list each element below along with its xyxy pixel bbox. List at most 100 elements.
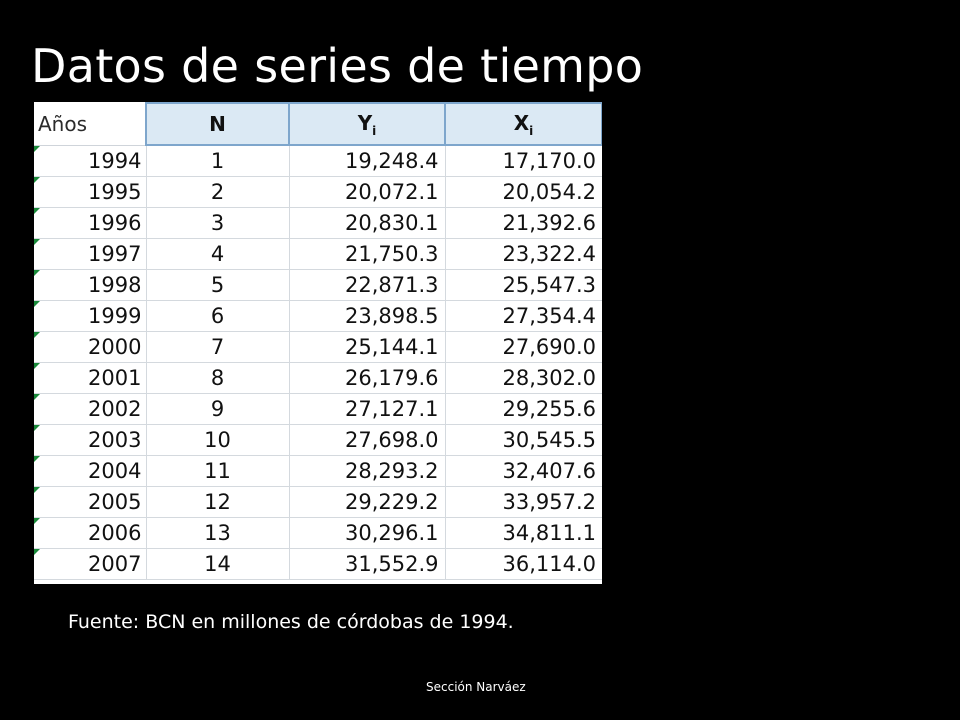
y-value-cell-text: 20,072.1 xyxy=(344,180,439,204)
table-row: 1997 4 21,750.3 23,322.4 xyxy=(34,238,602,270)
table-row: 1996 3 20,830.1 21,392.6 xyxy=(34,207,602,239)
n-cell: 12 xyxy=(146,486,290,518)
y-value-cell: 30,296.1 xyxy=(289,517,446,549)
x-value-cell: 32,407.6 xyxy=(445,455,602,487)
y-value-cell-text: 20,830.1 xyxy=(344,211,439,235)
table-header-row: Años N Yi Xi xyxy=(34,102,602,146)
x-value-cell: 25,547.3 xyxy=(445,269,602,301)
year-cell-text: 2003 xyxy=(88,428,142,452)
year-cell-text: 1997 xyxy=(88,242,142,266)
header-years: Años xyxy=(34,103,147,146)
error-flag-icon xyxy=(34,425,40,431)
data-table-image: Años N Yi Xi 1994 1 19,248.4 17,170.0 1995 2 2… xyxy=(34,102,602,584)
y-value-cell: 25,144.1 xyxy=(289,331,446,363)
year-cell-text: 1996 xyxy=(88,211,142,235)
y-value-cell: 21,750.3 xyxy=(289,238,446,270)
n-cell-text: 12 xyxy=(204,490,231,514)
n-cell-text: 4 xyxy=(210,242,225,266)
year-cell-text: 2005 xyxy=(88,490,142,514)
n-cell-text: 6 xyxy=(210,304,225,328)
y-value-cell-text: 23,898.5 xyxy=(344,304,439,328)
y-value-cell-text: 30,296.1 xyxy=(344,521,439,545)
year-cell: 1995 xyxy=(34,176,147,208)
year-cell-text: 1994 xyxy=(88,148,142,173)
x-value-cell-text: 23,322.4 xyxy=(502,242,596,266)
header-y: Yi xyxy=(288,102,446,146)
error-flag-icon xyxy=(34,332,40,338)
year-cell: 1994 xyxy=(34,145,147,177)
y-value-cell-text: 29,229.2 xyxy=(344,490,439,514)
year-cell-text: 2006 xyxy=(88,521,142,545)
year-cell: 2001 xyxy=(34,362,147,394)
error-flag-icon xyxy=(34,487,40,493)
error-flag-icon xyxy=(34,177,40,183)
year-cell: 2003 xyxy=(34,424,147,456)
year-cell: 1996 xyxy=(34,207,147,239)
y-value-cell-text: 26,179.6 xyxy=(344,366,439,390)
year-cell: 2006 xyxy=(34,517,147,549)
y-value-cell-text: 28,293.2 xyxy=(344,459,439,483)
y-value-cell: 29,229.2 xyxy=(289,486,446,518)
n-cell-text: 9 xyxy=(210,397,225,421)
year-cell-text: 2002 xyxy=(88,397,142,421)
error-flag-icon xyxy=(34,518,40,524)
y-value-cell-text: 25,144.1 xyxy=(344,335,439,359)
slide-title: Datos de series de tiempo xyxy=(31,39,644,93)
x-value-cell-text: 27,354.4 xyxy=(502,304,596,328)
x-value-cell: 27,690.0 xyxy=(445,331,602,363)
n-cell: 11 xyxy=(146,455,290,487)
y-value-cell: 19,248.4 xyxy=(289,145,446,177)
header-x-base: X xyxy=(513,110,530,135)
x-value-cell: 29,255.6 xyxy=(445,393,602,425)
y-value-cell: 28,293.2 xyxy=(289,455,446,487)
x-value-cell-text: 27,690.0 xyxy=(502,335,596,359)
error-flag-icon xyxy=(34,239,40,245)
n-cell-text: 10 xyxy=(204,428,231,452)
n-cell-text: 1 xyxy=(210,149,225,173)
y-value-cell: 31,552.9 xyxy=(289,548,446,580)
x-value-cell: 27,354.4 xyxy=(445,300,602,332)
error-flag-icon xyxy=(34,363,40,369)
table-row: 1995 2 20,072.1 20,054.2 xyxy=(34,176,602,208)
y-value-cell: 27,698.0 xyxy=(289,424,446,456)
year-cell: 2004 xyxy=(34,455,147,487)
header-y-sub: i xyxy=(372,123,377,138)
x-value-cell-text: 32,407.6 xyxy=(502,459,596,483)
year-cell: 2000 xyxy=(34,331,147,363)
n-cell-text: 11 xyxy=(204,459,231,483)
x-value-cell: 30,545.5 xyxy=(445,424,602,456)
y-value-cell-text: 21,750.3 xyxy=(344,242,439,266)
n-cell: 14 xyxy=(146,548,290,580)
x-value-cell-text: 33,957.2 xyxy=(502,490,596,514)
year-cell-text: 2004 xyxy=(88,459,142,483)
error-flag-icon xyxy=(34,549,40,555)
x-value-cell: 20,054.2 xyxy=(445,176,602,208)
y-value-cell-text: 27,127.1 xyxy=(344,397,439,421)
n-cell: 2 xyxy=(146,176,290,208)
table-row: 1998 5 22,871.3 25,547.3 xyxy=(34,269,602,301)
table-row: 1994 1 19,248.4 17,170.0 xyxy=(34,145,602,177)
n-cell-text: 3 xyxy=(210,211,225,235)
x-value-cell: 28,302.0 xyxy=(445,362,602,394)
y-value-cell-text: 31,552.9 xyxy=(344,552,439,576)
year-cell: 2007 xyxy=(34,548,147,580)
table-row: 2003 10 27,698.0 30,545.5 xyxy=(34,424,602,456)
x-value-cell-text: 25,547.3 xyxy=(502,273,596,297)
table-row: 1999 6 23,898.5 27,354.4 xyxy=(34,300,602,332)
error-flag-icon xyxy=(34,301,40,307)
x-value-cell-text: 34,811.1 xyxy=(502,521,596,545)
year-cell: 1998 xyxy=(34,269,147,301)
n-cell: 5 xyxy=(146,269,290,301)
footer-author: Sección Narváez xyxy=(426,680,526,694)
error-flag-icon xyxy=(34,145,40,152)
year-cell-text: 2007 xyxy=(88,552,142,576)
error-flag-icon xyxy=(34,270,40,276)
n-cell: 10 xyxy=(146,424,290,456)
n-cell-text: 14 xyxy=(204,552,231,576)
y-value-cell-text: 19,248.4 xyxy=(344,149,439,173)
n-cell: 7 xyxy=(146,331,290,363)
header-x: Xi xyxy=(444,102,602,146)
n-cell: 8 xyxy=(146,362,290,394)
year-cell: 1999 xyxy=(34,300,147,332)
x-value-cell: 33,957.2 xyxy=(445,486,602,518)
